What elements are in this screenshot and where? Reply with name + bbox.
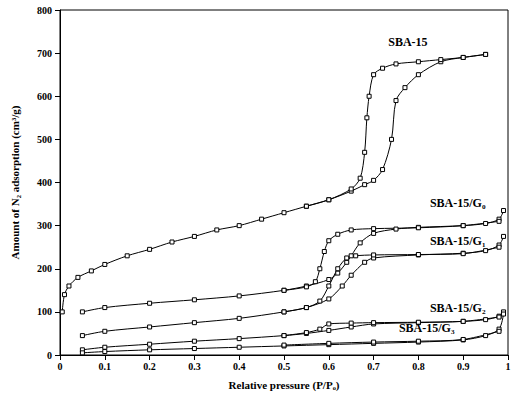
svg-text:0.8: 0.8 bbox=[412, 361, 425, 372]
svg-text:0.5: 0.5 bbox=[278, 361, 291, 372]
svg-text:0.7: 0.7 bbox=[367, 361, 380, 372]
svg-text:0: 0 bbox=[47, 350, 52, 361]
svg-text:Amount of N₂ adsorption (cm³/g: Amount of N₂ adsorption (cm³/g) bbox=[9, 105, 22, 259]
svg-text:400: 400 bbox=[37, 177, 52, 188]
svg-text:0.9: 0.9 bbox=[457, 361, 470, 372]
svg-text:0.3: 0.3 bbox=[188, 361, 201, 372]
svg-text:SBA-15: SBA-15 bbox=[388, 35, 427, 49]
svg-text:200: 200 bbox=[37, 263, 52, 274]
svg-text:0.4: 0.4 bbox=[233, 361, 246, 372]
svg-text:700: 700 bbox=[37, 48, 52, 59]
svg-text:SBA-15/G₁: SBA-15/G₁ bbox=[430, 234, 486, 248]
svg-text:SBA-15/G₀: SBA-15/G₀ bbox=[430, 196, 486, 210]
svg-text:SBA-15/G₃: SBA-15/G₃ bbox=[399, 321, 455, 335]
svg-text:800: 800 bbox=[37, 5, 52, 16]
svg-text:SBA-15/G₂: SBA-15/G₂ bbox=[430, 301, 486, 315]
svg-text:300: 300 bbox=[37, 220, 52, 231]
svg-text:600: 600 bbox=[37, 91, 52, 102]
svg-text:0: 0 bbox=[58, 361, 63, 372]
svg-text:0.2: 0.2 bbox=[143, 361, 156, 372]
svg-text:0.1: 0.1 bbox=[99, 361, 112, 372]
svg-text:1: 1 bbox=[506, 361, 511, 372]
svg-text:Relative pressure (P/Pₒ): Relative pressure (P/Pₒ) bbox=[229, 379, 340, 392]
svg-text:0.6: 0.6 bbox=[323, 361, 336, 372]
svg-text:100: 100 bbox=[37, 306, 52, 317]
svg-text:500: 500 bbox=[37, 134, 52, 145]
